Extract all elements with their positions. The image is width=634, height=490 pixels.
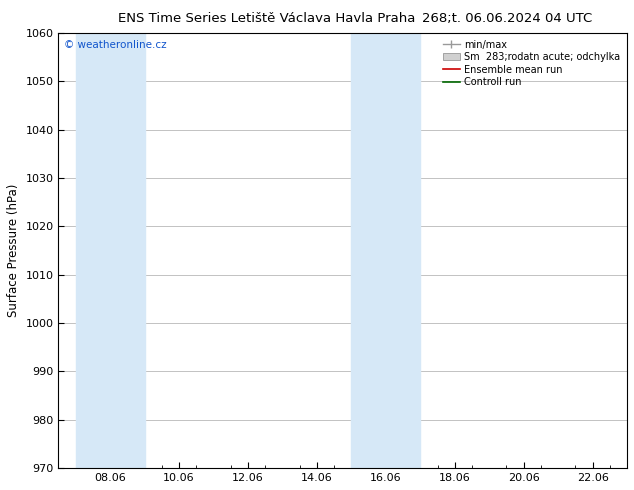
- Text: ENS Time Series Letiště Václava Havla Praha: ENS Time Series Letiště Václava Havla Pr…: [117, 12, 415, 25]
- Bar: [351, 33, 420, 468]
- Text: © weatheronline.cz: © weatheronline.cz: [64, 40, 167, 49]
- Legend: min/max, Sm  283;rodatn acute; odchylka, Ensemble mean run, Controll run: min/max, Sm 283;rodatn acute; odchylka, …: [441, 38, 622, 89]
- Text: 268;t. 06.06.2024 04 UTC: 268;t. 06.06.2024 04 UTC: [422, 12, 592, 25]
- Y-axis label: Surface Pressure (hPa): Surface Pressure (hPa): [7, 184, 20, 318]
- Bar: [75, 33, 145, 468]
